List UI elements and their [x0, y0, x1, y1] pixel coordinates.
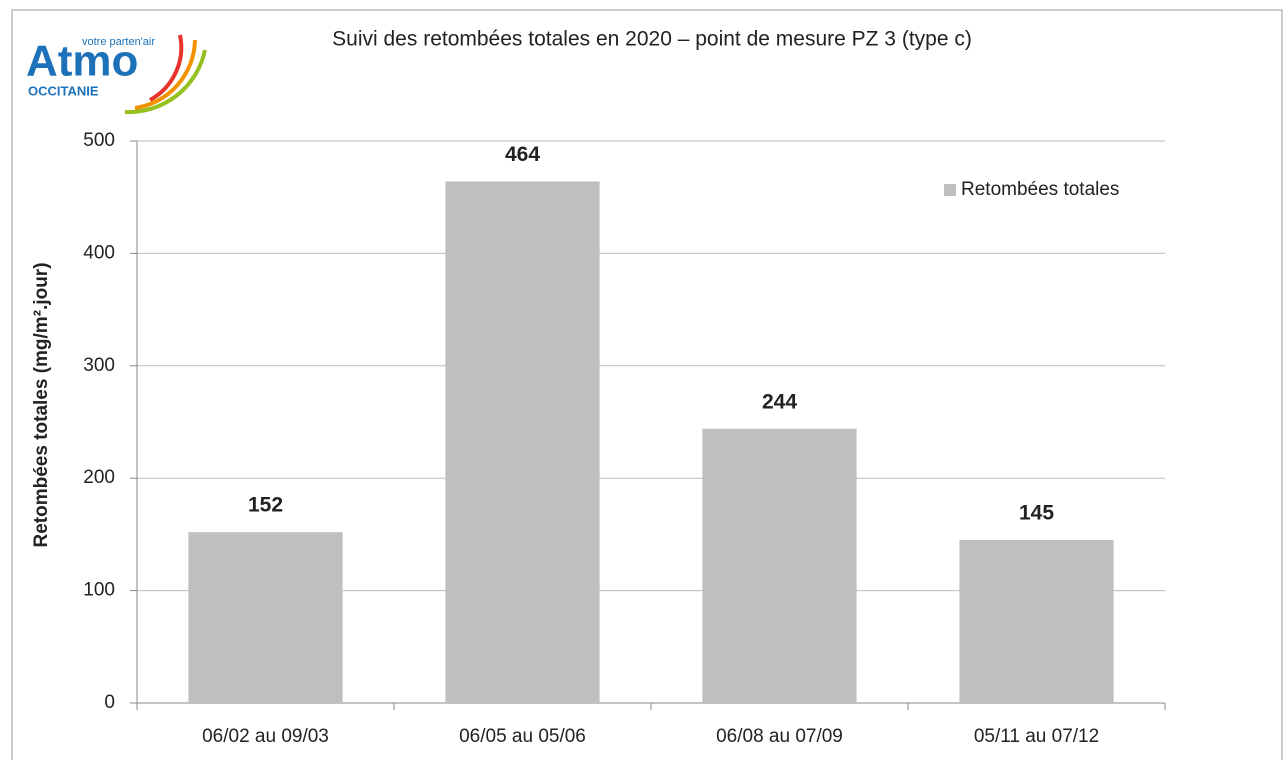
- legend-label: Retombées totales: [961, 179, 1119, 200]
- y-axis-label: Retombées totales (mg/m².jour): [31, 262, 52, 547]
- y-tick-label: 200: [83, 467, 115, 488]
- logo: Atmo votre parten'air OCCITANIE: [26, 34, 207, 115]
- chart-title: Suivi des retombées totales en 2020 – po…: [332, 28, 972, 51]
- x-tick-label: 06/08 au 07/09: [716, 726, 843, 747]
- data-label: 464: [505, 143, 540, 166]
- x-tick-label: 06/05 au 05/06: [459, 726, 586, 747]
- logo-arc: [134, 39, 197, 110]
- logo-tagline: votre parten'air: [82, 36, 155, 48]
- x-tick-label: 05/11 au 07/12: [974, 726, 1099, 747]
- frame: [11, 9, 1283, 760]
- bar: [959, 540, 1114, 703]
- y-tick-label: 500: [83, 130, 115, 151]
- y-tick-label: 100: [83, 580, 115, 601]
- data-label: 145: [1019, 502, 1054, 525]
- y-tick-label: 300: [83, 355, 115, 376]
- data-label: 152: [248, 494, 283, 517]
- bar: [445, 181, 600, 704]
- x-tick-label: 06/02 au 09/03: [202, 726, 329, 747]
- logo-arc: [124, 49, 207, 115]
- bar: [188, 532, 343, 703]
- y-tick-label: 0: [104, 692, 115, 713]
- bar: [702, 428, 857, 703]
- logo-name: Atmo: [26, 37, 138, 86]
- data-label: 244: [762, 390, 797, 413]
- logo-arc: [149, 34, 184, 102]
- logo-region: OCCITANIE: [28, 83, 99, 98]
- y-tick-label: 400: [83, 242, 115, 263]
- legend-swatch: [944, 184, 956, 196]
